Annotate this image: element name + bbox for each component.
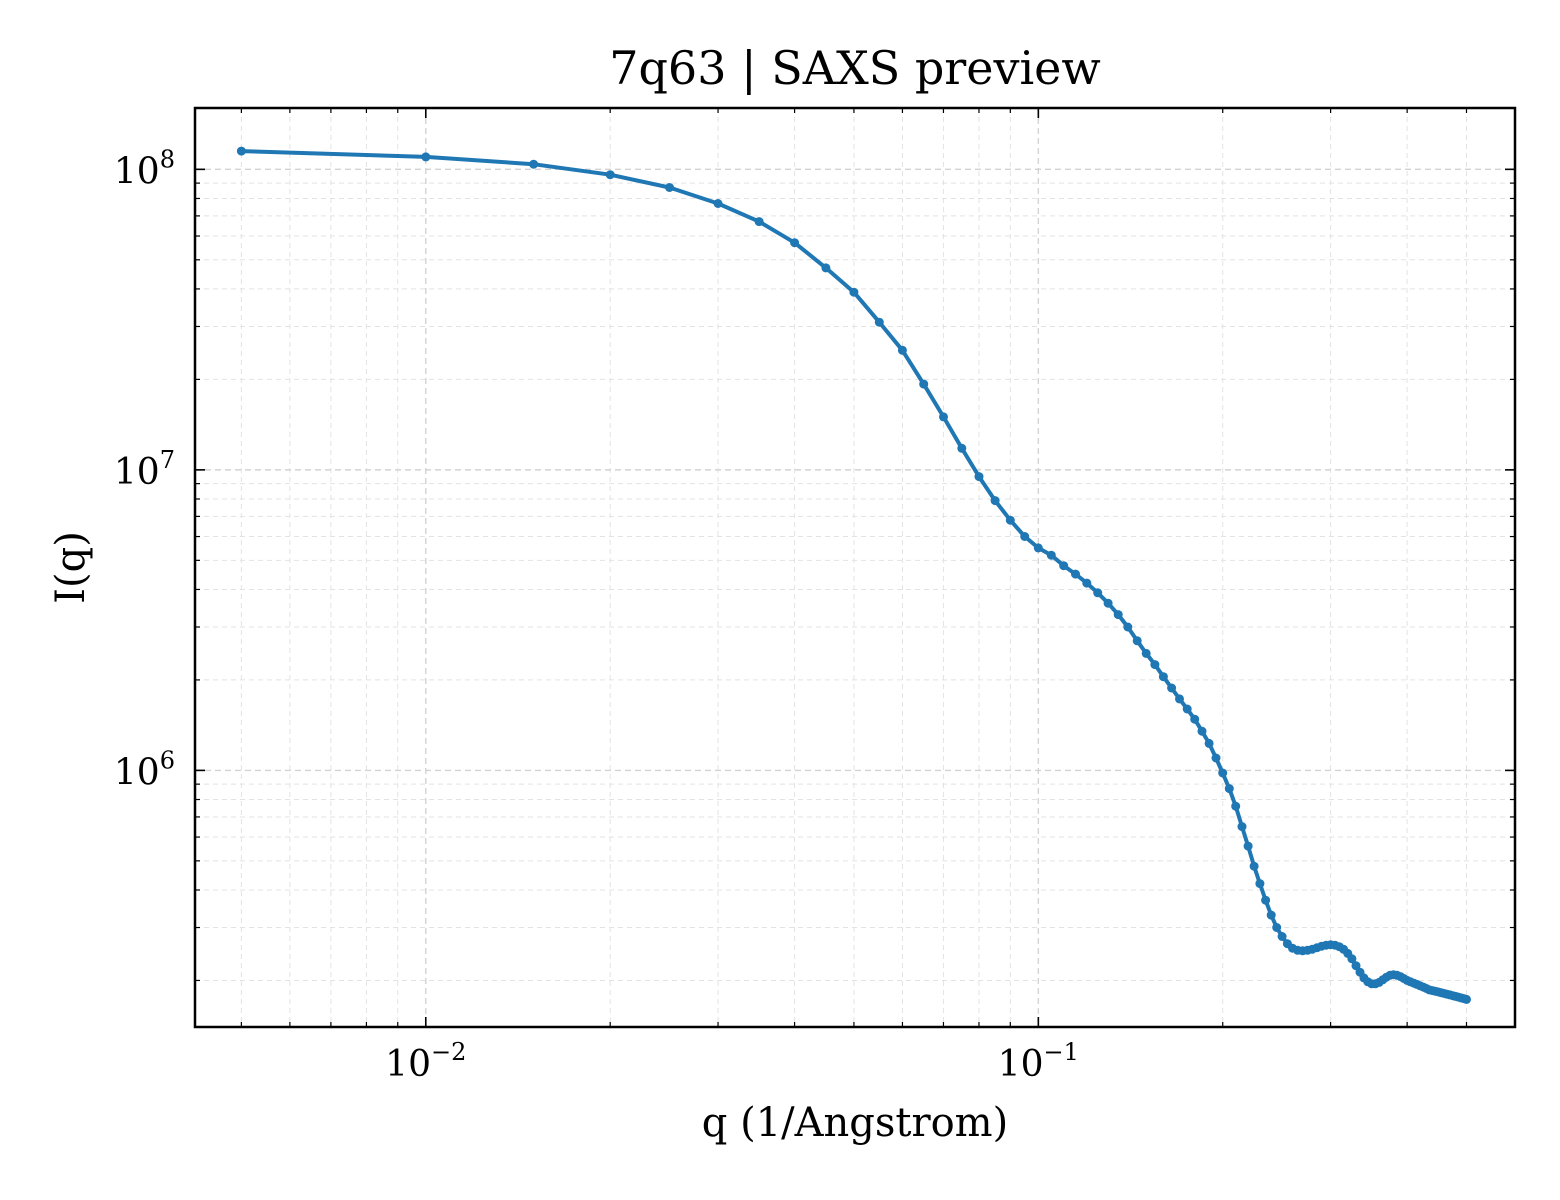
data-point bbox=[919, 379, 929, 389]
data-point bbox=[1158, 672, 1168, 682]
data-point bbox=[1261, 895, 1271, 905]
data-point bbox=[754, 217, 764, 227]
data-point bbox=[1093, 588, 1103, 598]
x-tick-labels: 10−2 10−1 bbox=[385, 1038, 1079, 1085]
y-axis-label: I(q) bbox=[48, 531, 94, 604]
data-point bbox=[1347, 954, 1357, 964]
data-point bbox=[849, 287, 859, 297]
data-point bbox=[1020, 532, 1030, 541]
data-point bbox=[529, 159, 539, 169]
data-point bbox=[1351, 961, 1361, 971]
data-point bbox=[1046, 550, 1056, 560]
grid-lines bbox=[195, 108, 1515, 1027]
data-point bbox=[1071, 569, 1080, 579]
data-point bbox=[974, 472, 984, 482]
data-point bbox=[1113, 610, 1123, 620]
data-point bbox=[1190, 714, 1200, 724]
data-point bbox=[1243, 841, 1253, 851]
data-point bbox=[1150, 660, 1160, 670]
data-point bbox=[1197, 726, 1207, 736]
data-point bbox=[1255, 879, 1265, 889]
data-point bbox=[990, 496, 1000, 506]
plot-frame bbox=[193, 106, 1517, 1029]
x-tick-label: 10−1 bbox=[998, 1038, 1079, 1085]
data-point bbox=[1231, 801, 1241, 811]
data-point bbox=[665, 183, 674, 192]
data-point bbox=[1249, 861, 1259, 871]
data-point bbox=[874, 317, 884, 327]
data-point bbox=[1103, 598, 1113, 608]
y-tick-label: 106 bbox=[114, 746, 175, 793]
y-tick-labels: 106 107 108 bbox=[114, 145, 175, 793]
x-tick-label: 10−2 bbox=[385, 1038, 466, 1085]
y-tick-label: 108 bbox=[114, 145, 175, 192]
data-point bbox=[790, 238, 800, 248]
data-point bbox=[1211, 753, 1221, 763]
series-layer bbox=[236, 146, 1471, 1004]
y-tick-label: 107 bbox=[114, 446, 175, 493]
data-point bbox=[1141, 648, 1151, 658]
data-point bbox=[1224, 784, 1234, 794]
data-point bbox=[1082, 578, 1092, 588]
data-point bbox=[1182, 704, 1192, 714]
data-point bbox=[1167, 683, 1177, 693]
data-point bbox=[1277, 932, 1287, 941]
data-point bbox=[1272, 923, 1282, 932]
axis-ticks bbox=[195, 108, 1515, 1027]
data-point bbox=[1462, 994, 1471, 1004]
data-point bbox=[1266, 910, 1276, 920]
data-point bbox=[957, 443, 967, 453]
data-point bbox=[821, 263, 831, 273]
data-point bbox=[1132, 636, 1142, 646]
data-point bbox=[605, 170, 615, 180]
data-point bbox=[939, 412, 948, 422]
data-point bbox=[421, 152, 431, 162]
data-point bbox=[1218, 768, 1228, 778]
data-point bbox=[1175, 694, 1184, 704]
chart-title: 7q63 | SAXS preview bbox=[609, 41, 1101, 95]
data-point bbox=[1059, 561, 1069, 571]
data-point bbox=[1123, 622, 1133, 632]
x-axis-label: q (1/Angstrom) bbox=[702, 1100, 1008, 1146]
data-point bbox=[1237, 822, 1247, 832]
data-point bbox=[713, 199, 723, 208]
data-point bbox=[236, 146, 246, 156]
data-point bbox=[1204, 738, 1214, 748]
data-point bbox=[1005, 515, 1015, 525]
data-point bbox=[897, 345, 907, 355]
data-point bbox=[1033, 543, 1043, 553]
